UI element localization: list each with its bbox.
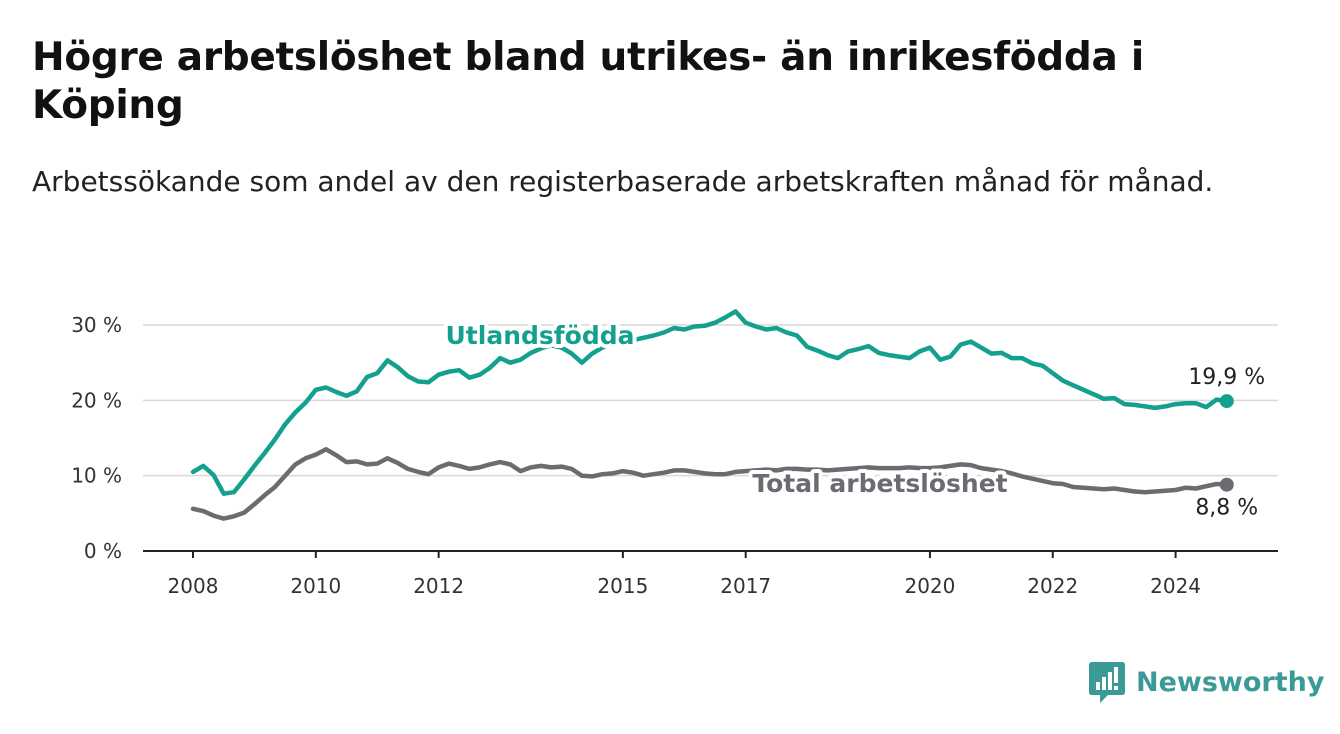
series-lines bbox=[190, 309, 1234, 521]
y-axis: 0 % 10 % 20 % 30 % bbox=[71, 313, 122, 563]
x-axis: 2008 2010 2012 2015 2017 2020 2022 2024 bbox=[143, 550, 1278, 598]
series-labels: 19,9 % 8,8 % Utlandsfödda Total arbetslöshe… bbox=[442, 317, 1266, 521]
series-end-dot-1 bbox=[1219, 477, 1234, 492]
series-end-dot-0 bbox=[1219, 394, 1234, 409]
series-line-1 bbox=[190, 447, 1230, 521]
newsworthy-logo-icon bbox=[1089, 662, 1125, 703]
x-tick-label: 2008 bbox=[168, 574, 219, 598]
brand-name: Newsworthy bbox=[1136, 666, 1325, 698]
x-tick-label: 2017 bbox=[720, 574, 771, 598]
x-tick-label: 2012 bbox=[413, 574, 464, 598]
x-tick-label: 2010 bbox=[290, 574, 341, 598]
series-name-label-1: Total arbetslöshet bbox=[752, 469, 1007, 498]
series-line-0 bbox=[190, 309, 1230, 496]
x-tick-label: 2022 bbox=[1027, 574, 1078, 598]
y-tick-label: 20 % bbox=[71, 388, 122, 412]
y-tick-label: 30 % bbox=[71, 313, 122, 337]
x-tick-label: 2020 bbox=[904, 574, 955, 598]
series-end-label-1: 8,8 % bbox=[1195, 496, 1258, 521]
newsworthy-brand: Newsworthy bbox=[1088, 660, 1324, 704]
x-tick-label: 2024 bbox=[1150, 574, 1201, 598]
y-tick-label: 10 % bbox=[71, 464, 122, 488]
chart-title: Högre arbetslöshet bland utrikes- än inr… bbox=[32, 35, 1144, 128]
chart-subtitle: Arbetssökande som andel av den registerb… bbox=[32, 165, 1214, 198]
series-end-label-0: 19,9 % bbox=[1188, 365, 1265, 390]
series-name-label-0: Utlandsfödda bbox=[446, 321, 635, 350]
y-tick-label: 0 % bbox=[84, 539, 122, 563]
x-tick-label: 2015 bbox=[597, 574, 648, 598]
